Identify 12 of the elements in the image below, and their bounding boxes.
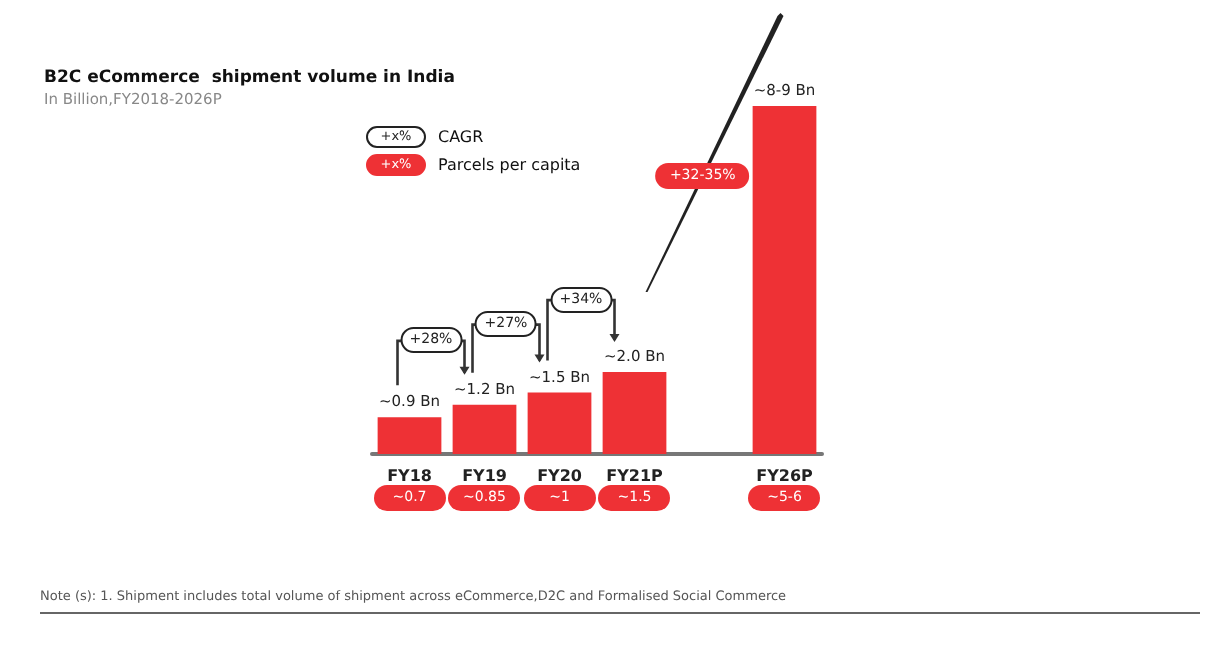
annotation: Parcels per capita [438,156,581,174]
x-tick-label: FY20 [537,467,583,485]
bar [527,392,592,454]
x-tick-label: FY19 [462,467,508,485]
bar [377,417,442,454]
x-tick-label: FY21P [606,467,664,485]
x-tick-label: FY26P [756,467,814,485]
chart-title: B2C eCommerce shipment volume in India [44,68,455,88]
bar [452,404,517,454]
bar [602,372,667,454]
annotation: CAGR [438,128,484,146]
x-tick-label: FY18 [387,467,433,485]
